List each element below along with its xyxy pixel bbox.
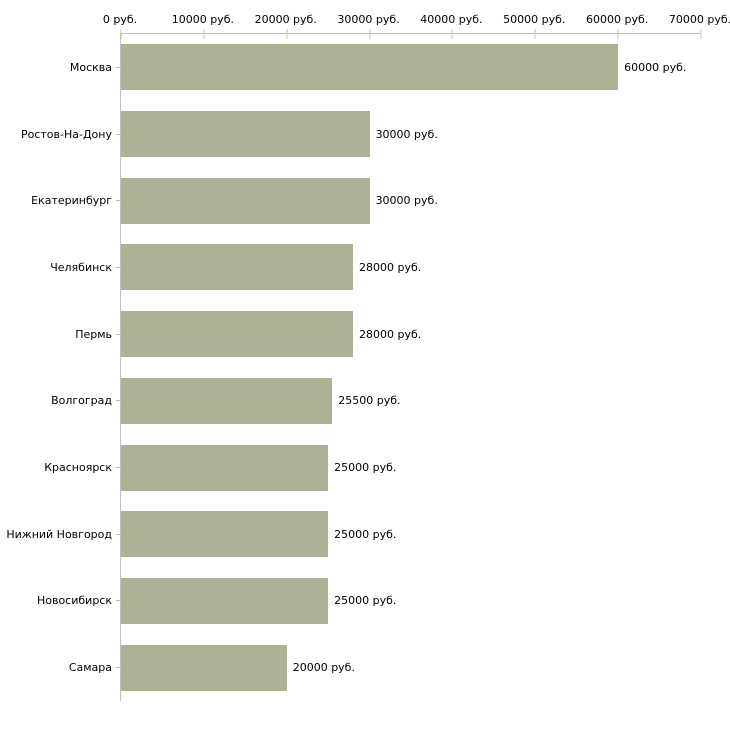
category-label: Пермь xyxy=(75,327,112,341)
x-axis-tick-label: 20000 руб. xyxy=(254,13,317,26)
x-axis-tick-mark xyxy=(451,29,453,39)
category-label: Екатеринбург xyxy=(31,194,112,208)
value-label: 25500 руб. xyxy=(338,394,401,408)
bar-row: Екатеринбург 30000 руб. xyxy=(31,167,701,234)
x-axis-tick-label: 0 руб. xyxy=(102,13,138,26)
category-label: Новосибирск xyxy=(36,594,112,608)
y-axis-tick-mark xyxy=(116,467,121,469)
y-axis-tick-mark xyxy=(116,133,121,135)
y-axis-tick-mark xyxy=(116,667,121,669)
y-axis-tick-mark xyxy=(116,200,121,202)
bar-row: Челябинск 28000 руб. xyxy=(50,234,701,301)
category-label: Челябинск xyxy=(50,260,112,274)
bar xyxy=(121,311,353,358)
category-label: Ростов-На-Дону xyxy=(20,127,112,141)
bar xyxy=(121,577,329,624)
value-label: 30000 руб. xyxy=(375,194,438,208)
value-label: 25000 руб. xyxy=(334,594,397,608)
y-axis-tick-mark xyxy=(116,400,121,402)
bar xyxy=(121,244,353,291)
category-label: Нижний Новгород xyxy=(6,527,112,541)
value-label: 60000 руб. xyxy=(624,60,687,74)
category-label: Самара xyxy=(68,661,112,675)
bar xyxy=(121,644,287,691)
category-label: Красноярск xyxy=(44,461,112,475)
bar-row: Ростов-На-Дону 30000 руб. xyxy=(21,101,701,168)
bar-row: Самара 20000 руб. xyxy=(69,634,701,701)
bar xyxy=(121,377,333,424)
category-label: Волгоград xyxy=(51,394,112,408)
bar-row: Волгоград 25500 руб. xyxy=(51,368,701,435)
bar-row: Нижний Новгород 25000 руб. xyxy=(6,501,701,568)
bar-rows: Москва 60000 руб. Ростов-На-Дону 30000 руб.… xyxy=(6,34,701,701)
bar-row: Красноярск 25000 руб. xyxy=(44,434,701,501)
plot-area: Москва 60000 руб. Ростов-На-Дону 30000 руб.… xyxy=(6,29,702,701)
x-axis-tick-mark xyxy=(120,29,122,39)
bar xyxy=(121,44,619,91)
x-axis-tick-mark xyxy=(286,29,288,39)
y-axis-tick-mark xyxy=(116,66,121,68)
x-axis-tick-mark xyxy=(203,29,205,39)
x-axis-tick-label: 70000 руб. xyxy=(668,13,730,26)
value-label: 28000 руб. xyxy=(359,260,422,274)
x-axis-tick-mark xyxy=(369,29,371,39)
y-axis-tick-mark xyxy=(116,266,121,268)
y-axis-tick-mark xyxy=(116,333,121,335)
category-label: Москва xyxy=(69,60,112,74)
value-label: 25000 руб. xyxy=(334,527,397,541)
y-axis-tick-mark xyxy=(116,600,121,602)
value-label: 28000 руб. xyxy=(359,327,422,341)
bar-row: Новосибирск 25000 руб. xyxy=(37,568,701,635)
x-axis-tick-label: 40000 руб. xyxy=(420,13,483,26)
bar-row: Пермь 28000 руб. xyxy=(75,301,701,368)
bar xyxy=(121,511,329,558)
x-axis-tick-label: 60000 руб. xyxy=(586,13,649,26)
value-label: 30000 руб. xyxy=(375,127,438,141)
x-axis-labels: 0 руб. 10000 руб. 20000 руб. 30000 руб. 4000… xyxy=(103,12,730,27)
bar xyxy=(121,111,370,158)
bar xyxy=(121,177,370,224)
x-axis-tick-mark xyxy=(700,29,702,39)
x-axis-tick-label: 30000 руб. xyxy=(337,13,400,26)
value-label: 25000 руб. xyxy=(334,461,397,475)
bar xyxy=(121,444,329,491)
x-axis-tick-mark xyxy=(617,29,619,39)
x-axis-tick-label: 50000 руб. xyxy=(503,13,566,26)
value-label: 20000 руб. xyxy=(292,661,355,675)
x-axis-tick-label: 10000 руб. xyxy=(171,13,234,26)
bar-row: Москва 60000 руб. xyxy=(70,34,701,101)
x-axis-tick-mark xyxy=(534,29,536,39)
y-axis-tick-mark xyxy=(116,533,121,535)
